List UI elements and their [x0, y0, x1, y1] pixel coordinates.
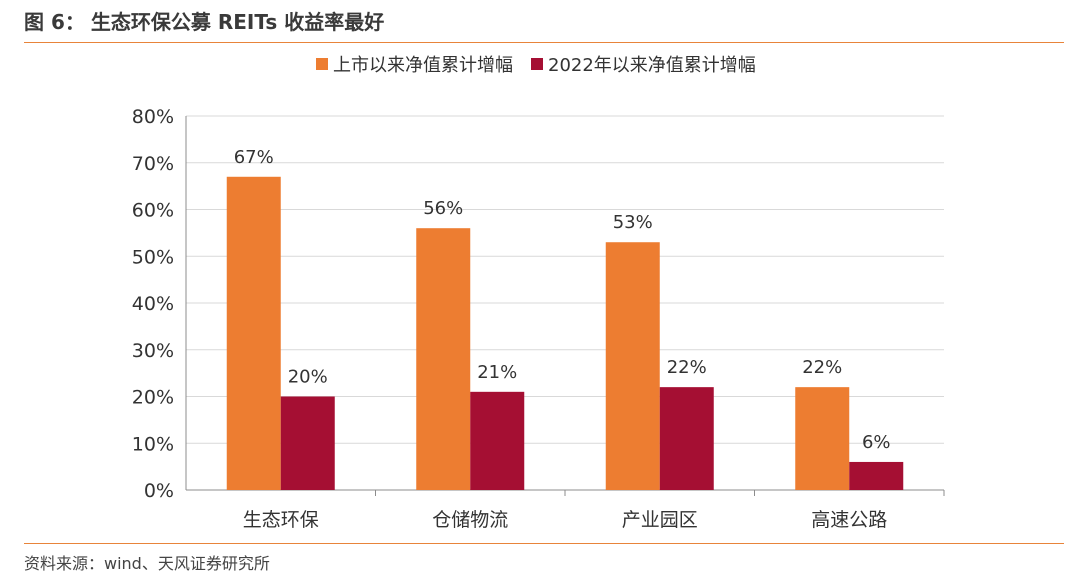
- bar-since-2022: [280, 396, 335, 490]
- bar-since-2022: [470, 391, 525, 490]
- x-tick-label: 仓储物流: [432, 509, 508, 531]
- y-tick-label: 50%: [132, 246, 174, 268]
- x-tick-label: 产业园区: [622, 509, 698, 531]
- legend-label: 2022年以来净值累计增幅: [548, 55, 756, 76]
- legend-swatch: [531, 58, 543, 70]
- data-label: 20%: [288, 367, 328, 388]
- y-tick-label: 10%: [132, 433, 174, 455]
- y-tick-label: 20%: [132, 387, 174, 409]
- bar-since-2022: [659, 387, 714, 490]
- data-label: 21%: [477, 362, 517, 383]
- data-label: 22%: [802, 357, 842, 378]
- bottom-rule: [24, 543, 1064, 544]
- bar-since-listing: [416, 228, 471, 490]
- y-tick-label: 80%: [132, 106, 174, 128]
- y-tick-label: 30%: [132, 340, 174, 362]
- x-tick-label: 高速公路: [811, 509, 887, 531]
- y-tick-label: 0%: [144, 480, 174, 502]
- bar-since-listing: [605, 242, 660, 490]
- figure-title-text: 生态环保公募 REITs 收益率最好: [90, 10, 385, 34]
- bar-since-listing: [226, 176, 281, 490]
- bar-chart: 0% 10% 20% 30% 40% 50% 60% 70% 80% 67% 20% 生态环保 56% 2…: [132, 55, 945, 531]
- legend-label: 上市以来净值累计增幅: [333, 55, 513, 76]
- data-label: 22%: [667, 357, 707, 378]
- source-note: 资料来源：wind、天风证券研究所: [24, 554, 270, 573]
- top-rule: [24, 42, 1064, 43]
- bar-since-2022: [849, 461, 904, 490]
- x-tick-label: 生态环保: [243, 509, 319, 531]
- y-tick-label: 70%: [132, 153, 174, 175]
- y-tick-label: 60%: [132, 200, 174, 222]
- legend-swatch: [316, 58, 328, 70]
- data-label: 53%: [613, 212, 653, 233]
- figure-number: 图 6：: [24, 10, 85, 34]
- figure-title: 图 6： 生态环保公募 REITs 收益率最好: [24, 6, 384, 35]
- y-tick-label: 40%: [132, 293, 174, 315]
- data-label: 56%: [423, 198, 463, 219]
- data-label: 6%: [862, 432, 891, 453]
- bar-since-listing: [795, 387, 850, 490]
- data-label: 67%: [234, 147, 274, 168]
